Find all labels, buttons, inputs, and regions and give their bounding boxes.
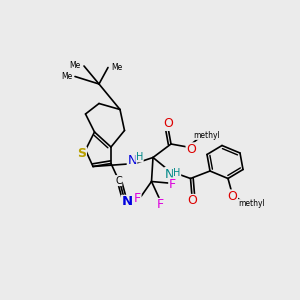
Text: N: N	[121, 195, 133, 208]
Text: O: O	[187, 194, 197, 208]
Text: O: O	[163, 117, 173, 130]
Text: Me: Me	[70, 61, 81, 70]
Text: C: C	[115, 176, 122, 186]
Text: H: H	[136, 152, 143, 162]
Text: F: F	[169, 178, 176, 191]
Text: F: F	[134, 191, 141, 205]
Text: Me: Me	[111, 63, 122, 72]
Text: N: N	[165, 167, 174, 181]
Text: H: H	[173, 167, 181, 178]
Text: S: S	[77, 147, 86, 160]
Text: methyl: methyl	[238, 200, 265, 208]
Text: Me: Me	[61, 72, 72, 81]
Text: methyl: methyl	[194, 130, 220, 140]
Text: F: F	[157, 198, 164, 212]
Text: N: N	[127, 154, 137, 167]
Text: O: O	[228, 190, 237, 203]
Text: O: O	[186, 143, 196, 156]
